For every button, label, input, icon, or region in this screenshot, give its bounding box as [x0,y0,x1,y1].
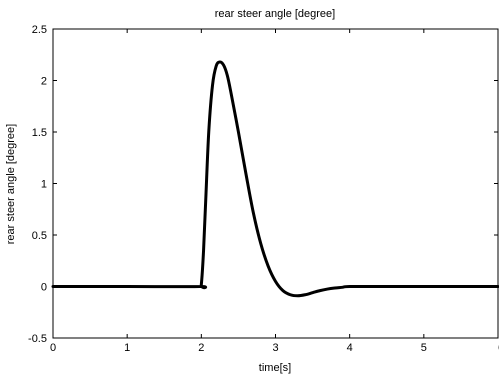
x-tick-label: 1 [124,342,130,354]
x-tick-label: 4 [347,342,353,354]
y-tick-label: 0 [41,282,47,294]
series-line [51,60,499,298]
series-layer [51,60,499,298]
axis-ticks: 0123456-0.500.511.522.5 [28,24,499,354]
y-tick-label: 2 [41,76,47,88]
x-tick-label: 0 [50,342,56,354]
y-axis-label: rear steer angle [degree] [5,124,17,244]
chart-title: rear steer angle [degree] [215,8,335,20]
x-tick-label: 5 [421,342,427,354]
x-axis-label: time[s] [259,362,291,374]
y-tick-label: 1 [41,179,47,191]
y-tick-label: 0.5 [32,230,47,242]
plot-frame [52,28,499,339]
y-tick-label: -0.5 [28,333,47,345]
x-tick-label: 2 [198,342,204,354]
x-tick-label: 3 [272,342,278,354]
y-tick-label: 2.5 [32,24,47,36]
y-tick-label: 1.5 [32,127,47,139]
